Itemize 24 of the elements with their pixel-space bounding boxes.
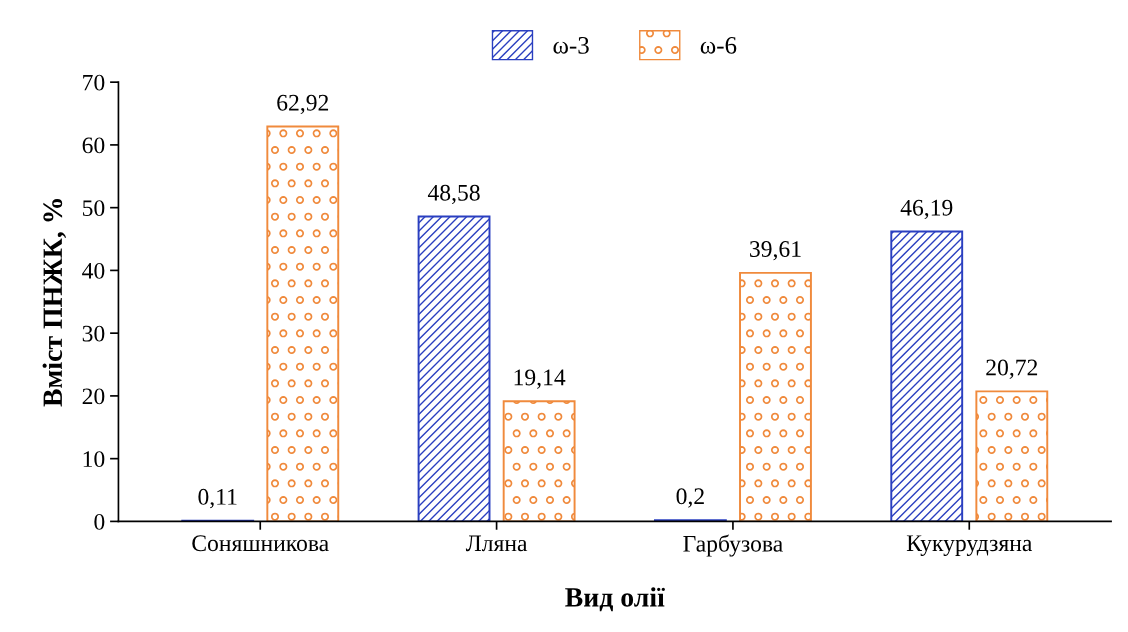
y-tick-label: 30 [82, 325, 105, 342]
legend-label: ω-6 [700, 36, 737, 54]
x-axis-title: Вид олії [565, 587, 665, 612]
x-tick-label: Лляна [465, 535, 528, 552]
data-label: 39,61 [750, 241, 801, 261]
x-tick-label: Гарбузова [683, 534, 783, 557]
data-label: 0,2 [676, 488, 704, 508]
data-label: 20,72 [986, 359, 1038, 379]
legend-label: ω-3 [553, 36, 589, 54]
x-tick-label: Соняшникова [192, 535, 329, 552]
y-tick-label: 50 [83, 200, 105, 217]
y-tick-label: 20 [82, 388, 105, 405]
y-tick-label: 60 [82, 137, 105, 154]
data-label: 19,14 [514, 369, 566, 389]
data-label: 48,58 [427, 184, 480, 205]
data-label: 46,19 [900, 199, 953, 220]
y-tick-label: 0 [94, 513, 105, 530]
y-tick-label: 40 [82, 262, 105, 279]
y-axis-title: Вміст ПНЖК, % [42, 199, 67, 407]
data-label: 62,92 [277, 94, 329, 115]
y-tick-label: 70 [83, 74, 105, 91]
data-label: 0,11 [198, 488, 237, 509]
x-tick-label: Кукурудзяна [906, 535, 1033, 557]
y-tick-label: 10 [83, 451, 105, 468]
